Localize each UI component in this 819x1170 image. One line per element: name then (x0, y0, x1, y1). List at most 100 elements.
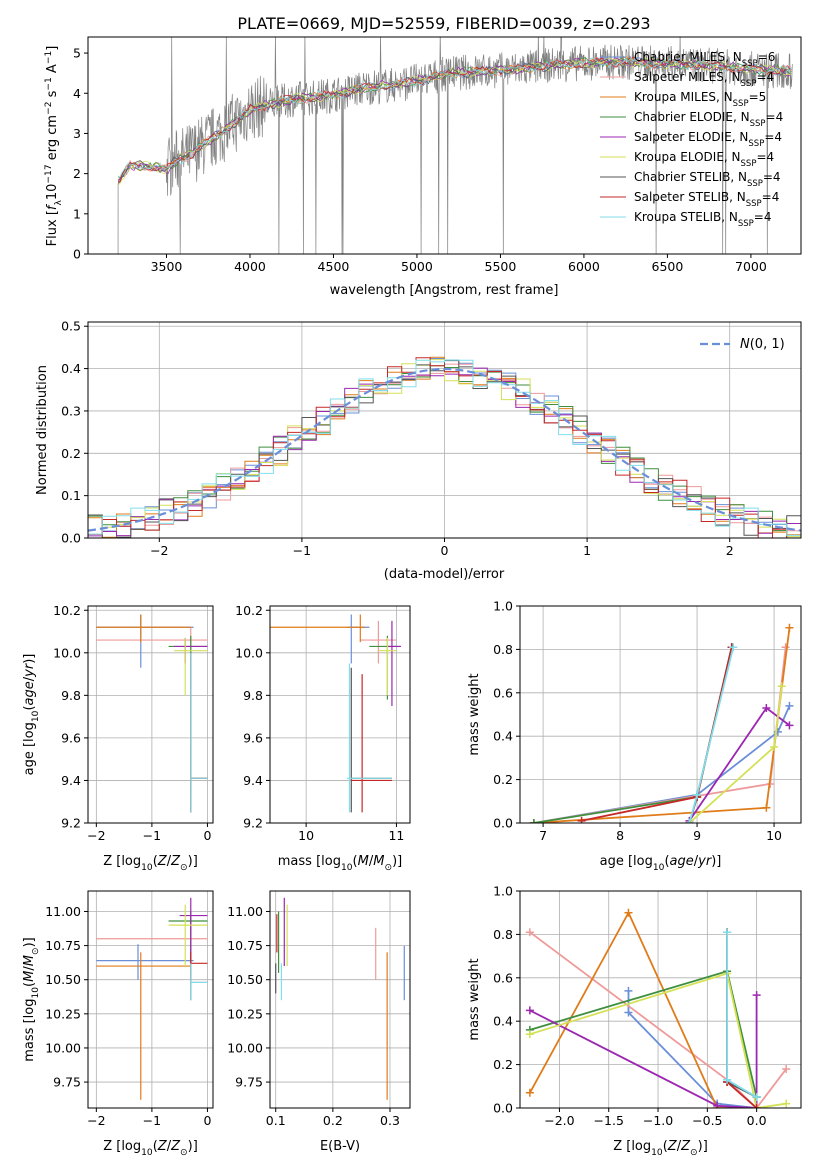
x-axis-label: mass [log10(M/M⊙)] (278, 854, 402, 873)
y-tick-label: 9.2 (243, 816, 263, 831)
y-tick-label: 0.0 (61, 531, 81, 546)
x-tick-label: 6500 (652, 259, 684, 274)
y-tick-label: 10.25 (45, 1006, 81, 1021)
y-tick-label: 1 (73, 206, 81, 221)
y-tick-label: 9.2 (61, 816, 81, 831)
x-tick-label: −2.0 (544, 1113, 574, 1128)
weight-marker (723, 1075, 732, 1084)
panel-weight_vs_Z: −2.0 −1.5 −1.0 −0.5 0.0 0.0 0.2 0.4 0.6 0.8 1.0 Z [… (467, 884, 802, 1158)
y-tick-label: 0.2 (493, 772, 513, 787)
legend-entry: Kroupa MILES, NSSP=5 (634, 90, 766, 109)
normal-curve (88, 367, 801, 532)
y-tick-label: 0.3 (61, 403, 81, 418)
legend-entry: Salpeter MILES, NSSP=4 (634, 70, 774, 89)
legend-entry: Chabrier STELIB, NSSP=4 (634, 170, 781, 189)
y-axis-label: Flux [fλ10−17 erg cm−2 s−1 A−1] (44, 46, 64, 247)
weight-marker (782, 1064, 791, 1073)
weight-line (688, 646, 735, 823)
weight-marker (624, 908, 633, 917)
x-tick-label: 7000 (735, 259, 767, 274)
x-tick-label: −1 (143, 828, 161, 843)
weight-line (726, 932, 758, 1098)
x-axis-label: Z [log10(Z/Z⊙)] (613, 1139, 708, 1158)
x-tick-label: −0.5 (692, 1113, 722, 1128)
plot-area-age_vs_mass (270, 614, 401, 813)
axes-frame (519, 890, 802, 1109)
panel-spectrum: 3500 4000 4500 5000 5500 6000 6500 7000 0 1 2 3 4 5 wa… (44, 36, 802, 298)
y-axis-label: Normed distribution (35, 365, 50, 495)
y-tick-label: 9.4 (243, 773, 263, 788)
y-tick-label: 9.8 (243, 688, 263, 703)
y-tick-label: 11.00 (45, 904, 81, 919)
y-tick-label: 10.00 (45, 1040, 81, 1055)
y-tick-label: 3 (73, 126, 81, 141)
plot-area-spectrum (117, 37, 793, 254)
weight-marker (693, 790, 702, 799)
x-tick-label: 5000 (401, 259, 433, 274)
y-tick-label: 4 (73, 86, 81, 101)
weight-line (529, 972, 787, 1108)
x-tick-label: 10 (298, 828, 314, 843)
y-tick-label: 0.8 (493, 642, 513, 657)
x-tick-label: 10 (766, 828, 782, 843)
weight-line (533, 705, 791, 823)
y-tick-label: 9.75 (53, 1075, 81, 1090)
weight-marker (624, 1008, 633, 1017)
y-tick-label: 10.00 (227, 1040, 263, 1055)
y-tick-label: 5 (73, 46, 81, 61)
x-tick-label: −2 (87, 1113, 105, 1128)
weight-line (726, 932, 758, 1099)
y-axis-label: mass weight (467, 673, 482, 755)
x-tick-label: 8 (616, 828, 624, 843)
y-tick-label: 0.1 (61, 488, 81, 503)
weight-line (627, 990, 757, 1108)
figure-title: PLATE=0669, MJD=52559, FIBERID=0039, z=0… (237, 14, 650, 33)
weight-marker (624, 986, 633, 995)
panel-weight_vs_age: 7 8 9 10 0.0 0.2 0.4 0.6 0.8 1.0 age [log10(age/yr… (467, 599, 802, 873)
y-tick-label: 1.0 (493, 884, 513, 899)
panel-age_vs_mass: 10 11 9.2 9.4 9.6 9.8 10.0 10.2 mass [log10(M/M⊙… (235, 603, 411, 873)
plot-area-weight_vs_age (529, 623, 794, 823)
x-axis-label: age [log10(age/yr)] (600, 854, 722, 873)
y-tick-label: 9.75 (235, 1075, 263, 1090)
y-tick-label: 10.75 (227, 938, 263, 953)
x-tick-label: 1 (583, 543, 591, 558)
weight-marker (752, 1093, 761, 1102)
axes-frame (87, 605, 214, 824)
weight-marker (577, 816, 586, 823)
panel-mass_vs_EBV: 0.1 0.2 0.3 9.75 10.00 10.25 10.50 10.75 11.00 E(… (227, 890, 411, 1154)
weight-marker (785, 701, 794, 710)
x-tick-label: 4500 (318, 259, 350, 274)
weight-marker (781, 643, 790, 652)
weight-marker (762, 703, 771, 712)
weight-marker (525, 1088, 534, 1097)
y-tick-label: 10.2 (235, 603, 263, 618)
x-axis-label: E(B-V) (320, 1139, 360, 1154)
x-tick-label: 0 (441, 543, 449, 558)
x-tick-label: −2 (150, 543, 168, 558)
legend-entry: Chabrier MILES, NSSP=6 (634, 50, 775, 69)
y-tick-label: 0 (73, 247, 81, 262)
panel-mass_vs_Z: −2 −1 0 9.75 10.00 10.25 10.50 10.75 11.00 Z [log… (22, 890, 214, 1158)
y-tick-label: 0.2 (61, 446, 81, 461)
x-tick-label: 0 (203, 828, 211, 843)
weight-marker (752, 991, 761, 1000)
panel-age_vs_Z: −2 −1 0 9.2 9.4 9.6 9.8 10.0 10.2 Z [log10(Z/Z⊙)]… (22, 603, 214, 873)
y-tick-label: 10.75 (45, 938, 81, 953)
y-tick-label: 0.0 (493, 816, 513, 831)
x-tick-label: 5500 (485, 259, 517, 274)
weight-marker (729, 643, 738, 652)
x-tick-label: −1 (143, 1113, 161, 1128)
model-spectrum (117, 58, 792, 184)
x-axis-label: wavelength [Angstrom, rest frame] (330, 283, 559, 298)
axes-frame (269, 890, 411, 1109)
x-tick-label: 7 (539, 828, 547, 843)
x-tick-label: 0.0 (747, 1113, 767, 1128)
y-tick-label: 1.0 (493, 599, 513, 614)
weight-marker (685, 819, 694, 823)
y-tick-label: 9.4 (61, 773, 81, 788)
x-tick-label: 2 (726, 543, 734, 558)
observed-spectrum (117, 37, 793, 254)
